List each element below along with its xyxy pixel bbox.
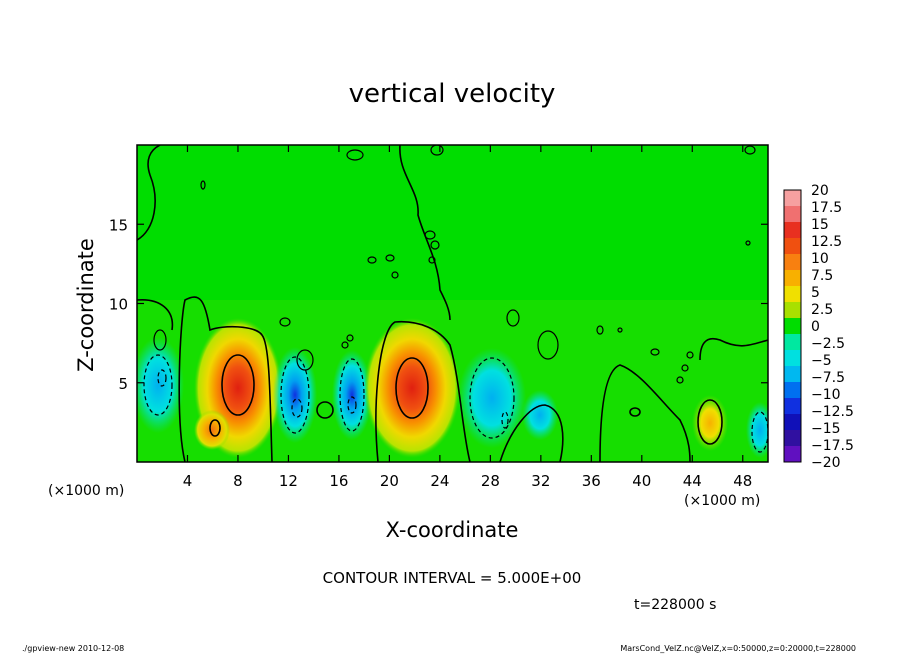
anomaly-negative-6 — [746, 402, 768, 458]
colorbar-swatch — [784, 366, 801, 383]
x-units-label-left: (×1000 m) — [48, 483, 124, 499]
anomaly-negative-3 — [332, 350, 372, 440]
x-tick-label: 8 — [233, 472, 243, 490]
colorbar-swatch — [784, 350, 801, 367]
x-tick-label: 48 — [733, 472, 752, 490]
colorbar-swatch — [784, 446, 801, 463]
anomaly-negative-4 — [458, 348, 526, 448]
y-axis: 5 10 15 — [109, 216, 768, 393]
x-tick-label: 24 — [430, 472, 449, 490]
colorbar-label: 0 — [811, 319, 820, 335]
colorbar-label: 15 — [811, 217, 829, 233]
colorbar-swatch — [784, 286, 801, 303]
colorbar-swatch — [784, 302, 801, 319]
y-tick-label: 15 — [109, 216, 128, 234]
x-tick-label: 20 — [380, 472, 399, 490]
colorbar: 2017.51512.5107.552.50−2.5−5−7.5−10−12.5… — [783, 183, 854, 471]
colorbar-swatch — [784, 270, 801, 287]
colorbar-label: −2.5 — [811, 336, 845, 352]
x-tick-label: 36 — [582, 472, 601, 490]
colorbar-label: −10 — [811, 387, 841, 403]
y-axis-label: Z-coordinate — [74, 238, 98, 372]
x-tick-label: 4 — [183, 472, 193, 490]
colorbar-label: −5 — [811, 353, 832, 369]
colorbar-label: 5 — [811, 285, 820, 301]
negative-contours — [143, 354, 768, 453]
small-contours — [153, 145, 756, 384]
y-tick-label: 10 — [109, 296, 128, 314]
colorbar-label: −15 — [811, 421, 841, 437]
colorbar-label: 10 — [811, 251, 829, 267]
colorbar-swatch — [784, 430, 801, 447]
colorbar-label: −7.5 — [811, 370, 845, 386]
colorbar-swatch — [784, 238, 801, 255]
colorbar-swatch — [784, 190, 801, 207]
colorbar-label: 2.5 — [811, 302, 833, 318]
colorbar-label: −17.5 — [811, 438, 854, 454]
anomaly-negative-5 — [522, 390, 558, 440]
x-tick-label: 12 — [279, 472, 298, 490]
x-axis-label: X-coordinate — [386, 518, 519, 542]
colorbar-label: 7.5 — [811, 268, 833, 284]
colorbar-swatch — [784, 206, 801, 223]
x-tick-label: 32 — [531, 472, 550, 490]
contour-interval-text: CONTOUR INTERVAL = 5.000E+00 — [323, 569, 582, 587]
colorbar-swatch — [784, 334, 801, 351]
colorbar-label: −12.5 — [811, 404, 854, 420]
colorbar-frame — [783, 189, 802, 463]
anomaly-positive-2 — [364, 318, 460, 458]
colorbar-label: 20 — [811, 183, 829, 199]
colorbar-swatch — [784, 382, 801, 399]
x-tick-label: 44 — [683, 472, 702, 490]
colorbar-swatch — [784, 398, 801, 415]
anomaly-negative-2 — [273, 347, 317, 443]
colorbar-label: 17.5 — [811, 200, 842, 216]
colorbar-swatch — [784, 414, 801, 431]
plot-area — [137, 145, 768, 462]
anomaly-positive-1b — [194, 410, 230, 450]
colorbar-label: −20 — [811, 455, 841, 471]
colorbar-swatch — [784, 318, 801, 335]
colorbar-label: 12.5 — [811, 234, 842, 250]
x-tick-label: 40 — [632, 472, 651, 490]
x-units-label-right: (×1000 m) — [684, 493, 760, 509]
footer-left: ./gpview-new 2010-12-08 — [22, 644, 124, 653]
time-text: t=228000 s — [634, 597, 716, 613]
footer-right: MarsCond_VelZ.nc@VelZ,x=0:50000,z=0:2000… — [620, 644, 856, 653]
anomaly-negative-1 — [137, 337, 184, 433]
extreme-contours — [209, 354, 723, 445]
x-tick-label: 28 — [481, 472, 500, 490]
chart-title: vertical velocity — [349, 79, 556, 109]
zero-contours — [137, 145, 768, 462]
y-tick-label: 5 — [118, 375, 128, 393]
colorbar-swatch — [784, 254, 801, 271]
x-tick-label: 16 — [329, 472, 348, 490]
x-axis: 4 8 12 16 20 24 28 32 36 40 44 48 — [183, 145, 752, 490]
colorbar-swatch — [784, 222, 801, 239]
